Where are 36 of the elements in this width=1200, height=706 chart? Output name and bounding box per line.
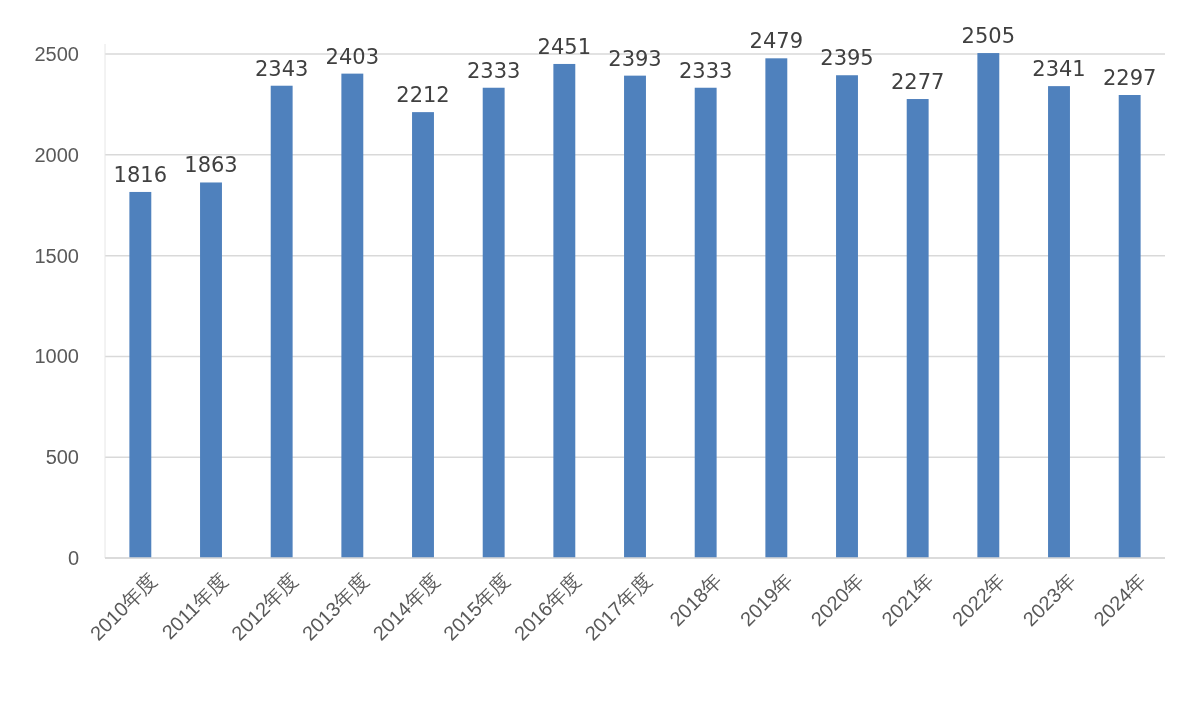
y-tick-label: 1000 bbox=[34, 345, 79, 368]
data-label: 2343 bbox=[254, 56, 309, 81]
y-tick-label: 2500 bbox=[34, 43, 79, 66]
y-tick-label: 0 bbox=[67, 547, 79, 569]
data-label: 1816 bbox=[113, 162, 168, 187]
data-label: 2297 bbox=[1102, 66, 1157, 90]
data-label: 1863 bbox=[184, 153, 238, 178]
bar bbox=[906, 99, 929, 558]
data-label: 2341 bbox=[1032, 57, 1086, 82]
bar bbox=[200, 182, 222, 558]
data-label: 2212 bbox=[396, 83, 450, 108]
bar bbox=[270, 85, 293, 558]
bar bbox=[1118, 95, 1141, 558]
bar bbox=[482, 87, 505, 558]
bar bbox=[977, 53, 1000, 558]
data-label: 2451 bbox=[537, 34, 592, 59]
bar bbox=[765, 58, 788, 558]
bar bbox=[1048, 86, 1070, 558]
bar bbox=[836, 75, 858, 558]
data-label: 2277 bbox=[890, 70, 945, 95]
data-label: 2505 bbox=[961, 24, 1016, 49]
bar bbox=[624, 75, 646, 558]
bar bbox=[553, 63, 576, 558]
bar bbox=[694, 87, 717, 558]
data-label: 2333 bbox=[678, 58, 733, 83]
data-label: 2479 bbox=[749, 29, 804, 54]
bar bbox=[412, 112, 434, 558]
y-tick-label: 500 bbox=[45, 446, 79, 469]
data-label: 2333 bbox=[466, 58, 521, 83]
bar bbox=[341, 73, 364, 558]
data-label: 2395 bbox=[820, 46, 874, 71]
data-label: 2393 bbox=[608, 46, 662, 71]
y-tick-label: 2000 bbox=[34, 143, 79, 166]
y-tick-label: 1500 bbox=[34, 244, 79, 267]
bar bbox=[129, 191, 152, 558]
data-label: 2403 bbox=[325, 44, 380, 69]
